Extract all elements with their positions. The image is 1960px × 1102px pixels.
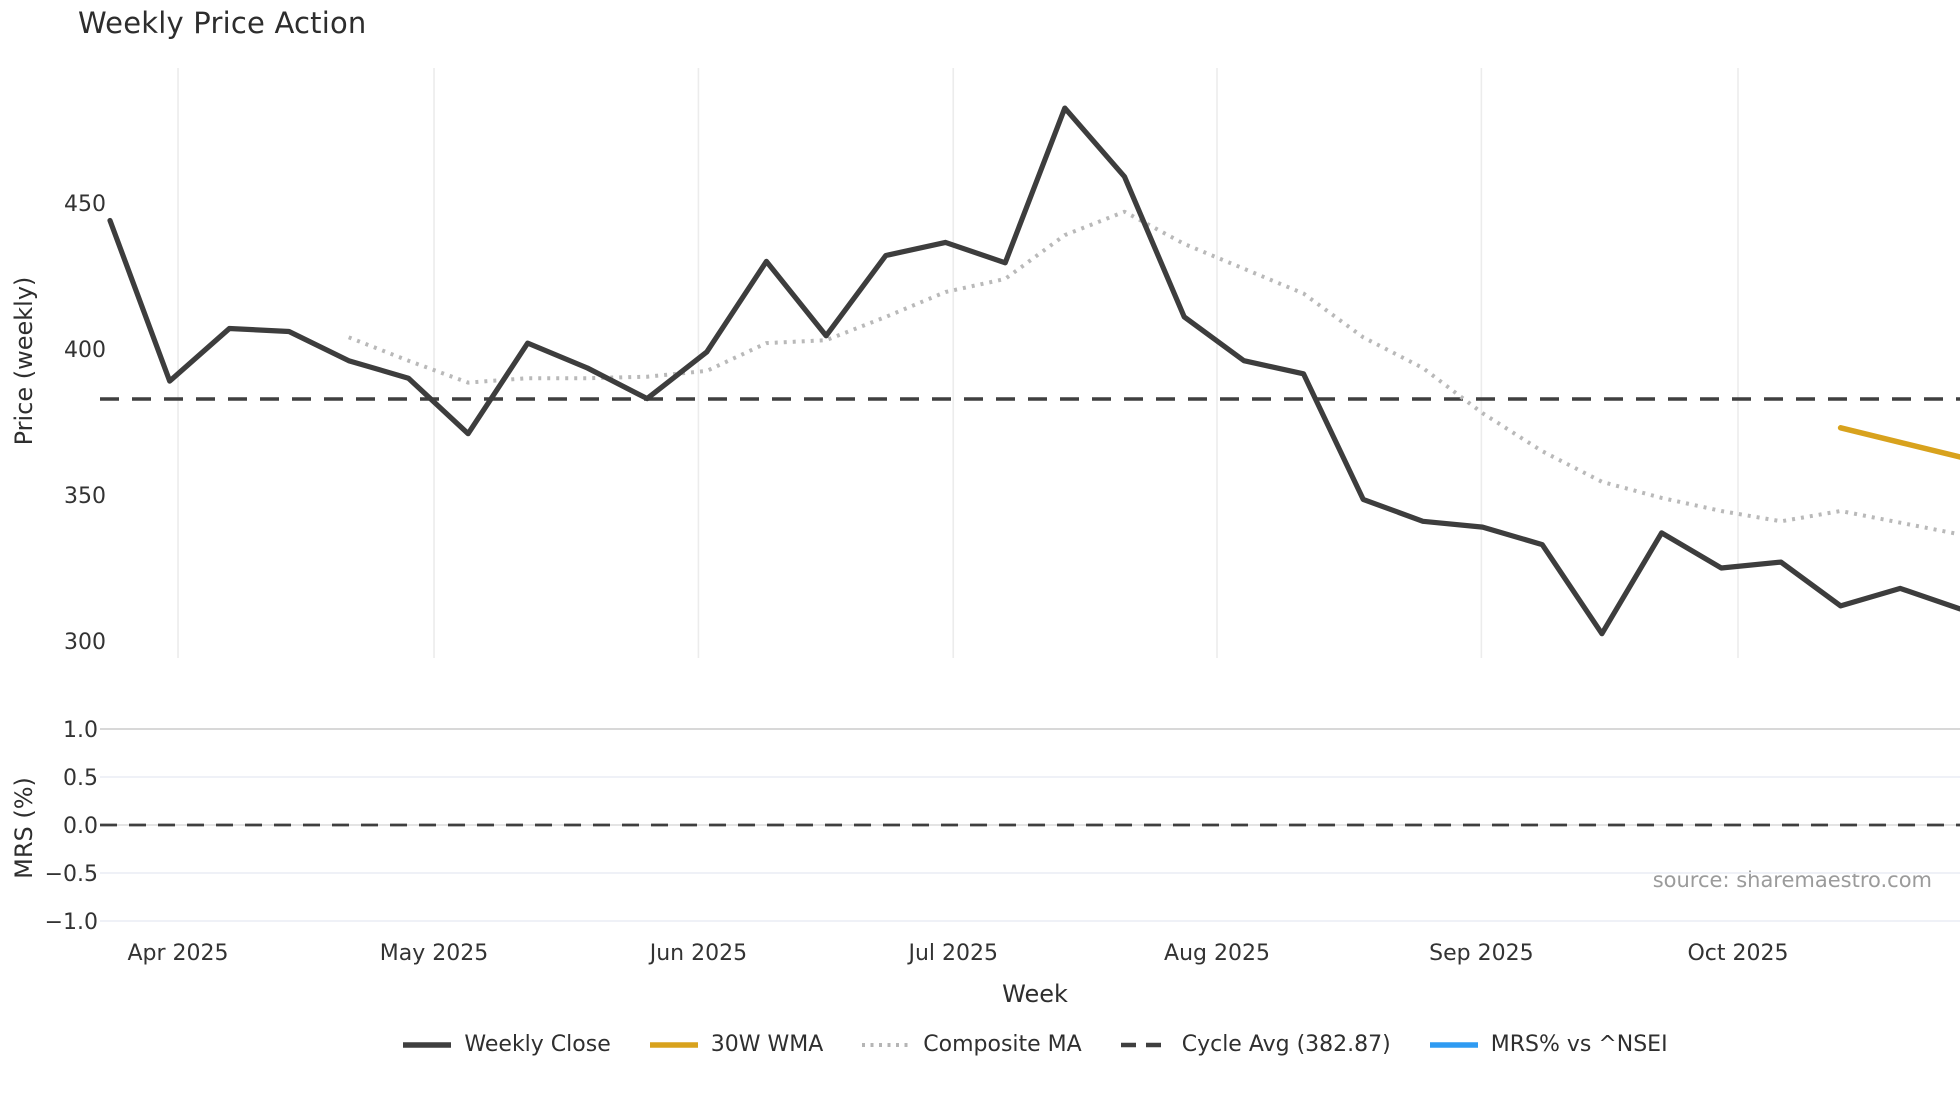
chart-legend: Weekly Close 30W WMA Composite MA Cycle …: [110, 1032, 1960, 1057]
legend-label: 30W WMA: [710, 1032, 824, 1057]
price-tick-labels: 450 400 350 300: [64, 192, 106, 655]
chart-title: Weekly Price Action: [78, 6, 367, 40]
legend-label: Composite MA: [923, 1032, 1082, 1057]
mrs-tick-label: 1.0: [63, 718, 98, 743]
weekly-close-line: [107, 105, 1960, 637]
wma-line-icon: [649, 1041, 698, 1048]
legend-label: MRS% vs ^NSEI: [1490, 1032, 1668, 1057]
mrs-line-icon: [1429, 1041, 1478, 1048]
legend-label: Cycle Avg (382.87): [1181, 1032, 1391, 1057]
legend-item-weekly-close: Weekly Close: [402, 1032, 611, 1057]
price-tick-label: 400: [64, 338, 106, 363]
month-tick-label: Oct 2025: [1687, 941, 1788, 966]
month-tick-label: Aug 2025: [1164, 941, 1270, 966]
legend-item-30w-wma: 30W WMA: [649, 1032, 824, 1057]
source-annotation: source: sharemaestro.com: [1652, 868, 1932, 892]
month-tick-label: Sep 2025: [1429, 941, 1533, 966]
cycle-avg-dashed-line-icon: [1120, 1042, 1169, 1047]
month-gridlines: [177, 68, 1739, 658]
composite-ma-line: [347, 209, 1960, 537]
weekly-close-line-icon: [403, 1041, 452, 1048]
month-tick-label: May 2025: [380, 941, 488, 966]
price-tick-label: 300: [64, 630, 106, 655]
mrs-tick-label: −1.0: [45, 910, 98, 935]
mrs-tick-labels: 1.0 0.5 0.0 −0.5 −1.0: [45, 718, 98, 935]
mrs-tick-label: 0.0: [63, 814, 98, 839]
composite-ma-dotted-line-icon: [862, 1042, 911, 1047]
price-tick-label: 350: [64, 484, 106, 509]
legend-label: Weekly Close: [464, 1032, 611, 1057]
legend-item-mrs: MRS% vs ^NSEI: [1429, 1032, 1668, 1057]
price-tick-label: 450: [64, 192, 106, 217]
mrs-tick-label: −0.5: [45, 862, 98, 887]
legend-item-cycle-avg: Cycle Avg (382.87): [1120, 1032, 1391, 1057]
month-tick-labels: Apr 2025 May 2025 Jun 2025 Jul 2025 Aug 2025…: [128, 941, 1789, 966]
wma-30w-line: [1837, 425, 1960, 460]
month-tick-label: Jul 2025: [906, 941, 998, 966]
mrs-tick-label: 0.5: [63, 766, 98, 791]
month-tick-label: Apr 2025: [128, 941, 229, 966]
legend-item-composite-ma: Composite MA: [861, 1032, 1082, 1057]
month-tick-label: Jun 2025: [648, 941, 747, 966]
week-axis-label: Week: [1002, 980, 1068, 1008]
